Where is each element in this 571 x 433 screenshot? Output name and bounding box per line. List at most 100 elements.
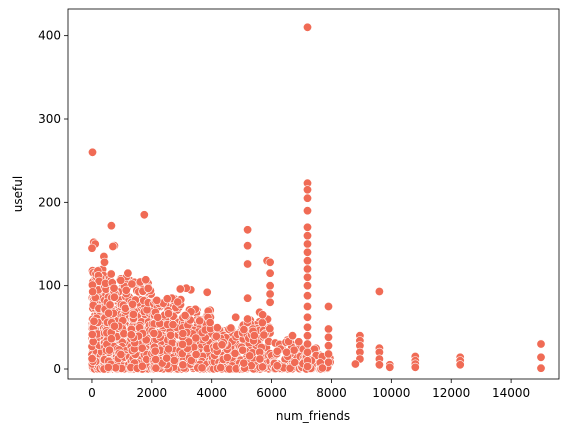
data-point xyxy=(302,239,312,249)
plot-frame xyxy=(67,8,560,380)
data-point xyxy=(289,345,299,355)
data-point xyxy=(239,358,249,368)
data-point xyxy=(302,312,312,322)
data-point xyxy=(374,360,384,370)
data-point xyxy=(302,256,312,266)
data-point xyxy=(287,331,297,341)
data-point xyxy=(105,345,115,355)
x-axis-label: num_friends xyxy=(276,409,350,423)
data-point xyxy=(178,360,188,370)
data-point xyxy=(178,339,188,349)
data-point xyxy=(245,351,255,361)
data-point xyxy=(212,323,222,333)
data-point xyxy=(100,257,110,267)
data-point xyxy=(257,318,267,328)
data-point xyxy=(178,328,188,338)
x-tick-label: 8000 xyxy=(316,386,347,400)
data-point xyxy=(103,362,113,372)
data-point xyxy=(238,345,248,355)
data-point xyxy=(257,362,267,372)
data-point xyxy=(226,323,236,333)
data-point xyxy=(231,312,241,322)
data-point xyxy=(109,283,119,293)
data-point xyxy=(258,310,268,320)
data-point xyxy=(168,320,178,330)
data-point xyxy=(302,361,312,371)
data-point xyxy=(202,287,212,297)
data-point xyxy=(323,324,333,334)
x-tick-label: 14000 xyxy=(492,386,530,400)
data-point xyxy=(323,357,333,367)
data-point xyxy=(104,308,114,318)
data-point xyxy=(173,297,183,307)
data-point xyxy=(285,363,295,373)
data-point xyxy=(87,243,97,253)
data-point xyxy=(153,312,163,322)
data-point xyxy=(302,193,312,203)
data-point xyxy=(141,275,151,285)
data-point xyxy=(243,225,253,235)
data-point xyxy=(282,347,292,357)
data-point xyxy=(455,360,465,370)
data-point xyxy=(302,301,312,311)
data-point xyxy=(302,347,312,357)
data-point xyxy=(265,257,275,267)
data-point xyxy=(302,291,312,301)
y-axis: 0 100 200 300 400 xyxy=(38,29,68,376)
x-tick-label: 12000 xyxy=(432,386,470,400)
data-point xyxy=(302,22,312,32)
points-layer xyxy=(87,22,546,374)
data-point xyxy=(243,241,253,251)
data-point xyxy=(205,317,215,327)
data-point xyxy=(302,331,312,341)
data-point xyxy=(164,309,174,319)
x-tick-label: 0 xyxy=(88,386,96,400)
data-point xyxy=(88,147,98,157)
data-point xyxy=(128,299,138,309)
data-point xyxy=(180,310,190,320)
data-point xyxy=(294,337,304,347)
data-point xyxy=(302,339,312,349)
data-point xyxy=(175,284,185,294)
data-point xyxy=(272,346,282,356)
x-tick-label: 4000 xyxy=(196,386,227,400)
data-point xyxy=(121,285,131,295)
data-point xyxy=(410,362,420,372)
data-point xyxy=(272,361,282,371)
data-point xyxy=(109,292,119,302)
data-point xyxy=(239,325,249,335)
data-point xyxy=(243,259,253,269)
data-point xyxy=(195,316,205,326)
data-point xyxy=(151,354,161,364)
data-point xyxy=(265,268,275,278)
data-point xyxy=(536,363,546,373)
data-point xyxy=(385,362,395,372)
data-point xyxy=(230,348,240,358)
data-point xyxy=(105,300,115,310)
data-point xyxy=(265,281,275,291)
data-point xyxy=(323,301,333,311)
data-point xyxy=(123,268,133,278)
data-point xyxy=(116,349,126,359)
data-point xyxy=(191,333,201,343)
data-point xyxy=(211,331,221,341)
data-point xyxy=(162,353,172,363)
data-point xyxy=(197,363,207,373)
data-point xyxy=(137,343,147,353)
x-tick-label: 2000 xyxy=(137,386,168,400)
data-point xyxy=(249,330,259,340)
data-point xyxy=(265,289,275,299)
data-point xyxy=(323,341,333,351)
data-point xyxy=(116,275,126,285)
data-point xyxy=(302,272,312,282)
data-point xyxy=(106,269,116,279)
data-point xyxy=(374,286,384,296)
data-point xyxy=(302,247,312,257)
data-point xyxy=(152,295,162,305)
data-point xyxy=(108,242,118,252)
y-axis-label: useful xyxy=(11,176,25,212)
data-point xyxy=(323,349,333,359)
data-point xyxy=(166,330,176,340)
data-point xyxy=(302,281,312,291)
